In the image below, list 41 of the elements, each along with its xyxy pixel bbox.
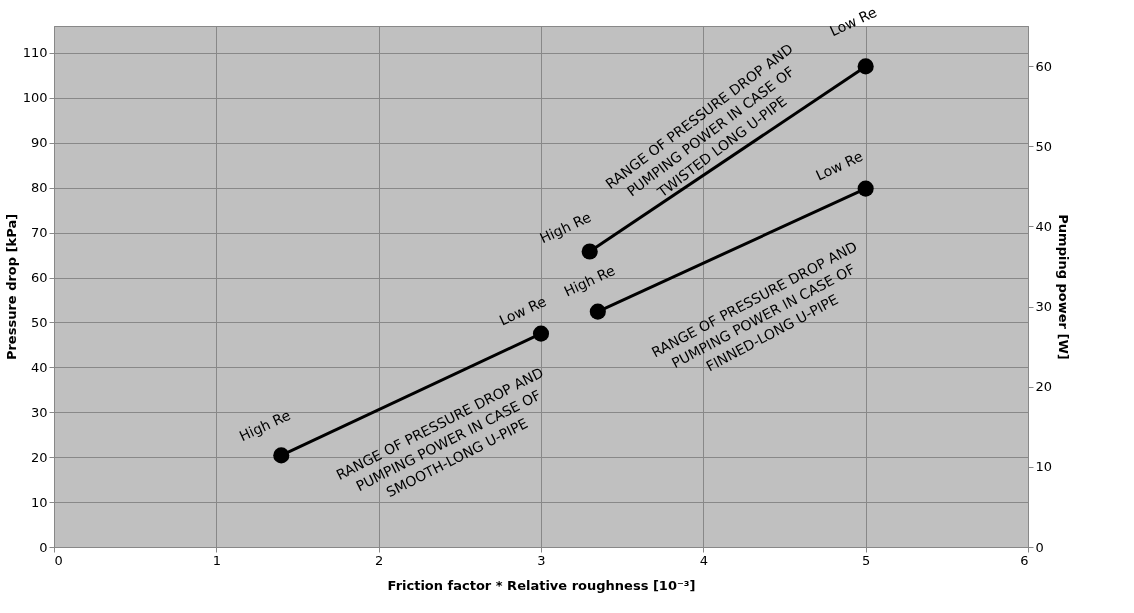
point	[589, 303, 606, 320]
y-tick-label: 100	[22, 90, 48, 106]
y2-tick-label: 30	[1035, 299, 1053, 315]
x-tick-label: 1	[212, 552, 221, 568]
point	[581, 243, 598, 260]
y-tick-label: 30	[30, 404, 48, 420]
y-tick-label: 10	[30, 494, 48, 510]
y-tick-label: 50	[30, 314, 48, 330]
y2-tick-label: 60	[1035, 58, 1053, 74]
y2-axis-title: Pumping power [W]	[1056, 214, 1072, 360]
y-tick-label: 0	[39, 539, 48, 555]
x-tick-label: 3	[537, 552, 546, 568]
point	[857, 180, 874, 197]
x-tick-label: 6	[1020, 552, 1029, 568]
y-tick-label: 60	[30, 270, 48, 286]
x-tick-label: 2	[375, 552, 384, 568]
annotation: Low Re	[813, 147, 866, 184]
y-tick-label: 80	[30, 180, 48, 196]
point	[532, 325, 550, 342]
y-tick-label: 40	[30, 359, 48, 375]
annotation: Low Re	[827, 3, 880, 40]
x-tick-label: 5	[862, 552, 871, 568]
annotation: Low Re	[496, 292, 549, 329]
x-tick-label: 4	[699, 552, 708, 568]
y-axis-title: Pressure drop [kPa]	[3, 213, 19, 361]
y-tick-label: 110	[22, 45, 48, 61]
y2-tick-label: 40	[1035, 218, 1053, 234]
annotation: High Re	[561, 262, 618, 300]
y-tick-label: 90	[30, 135, 48, 151]
y-tick-label: 20	[30, 449, 48, 465]
point	[273, 447, 290, 464]
point	[857, 58, 874, 75]
x-tick-label: 0	[54, 552, 63, 568]
annotation: High Re	[236, 406, 293, 445]
y2-tick-label: 20	[1035, 379, 1053, 395]
y2-tick-label: 0	[1035, 539, 1044, 555]
y2-tick-label: 10	[1035, 459, 1053, 475]
x-axis-title: Friction factor * Relative roughness [10⁻³]	[387, 577, 696, 593]
annotation: High Re	[537, 208, 594, 247]
y-tick-label: 70	[30, 225, 48, 241]
y2-tick-label: 50	[1035, 138, 1053, 154]
